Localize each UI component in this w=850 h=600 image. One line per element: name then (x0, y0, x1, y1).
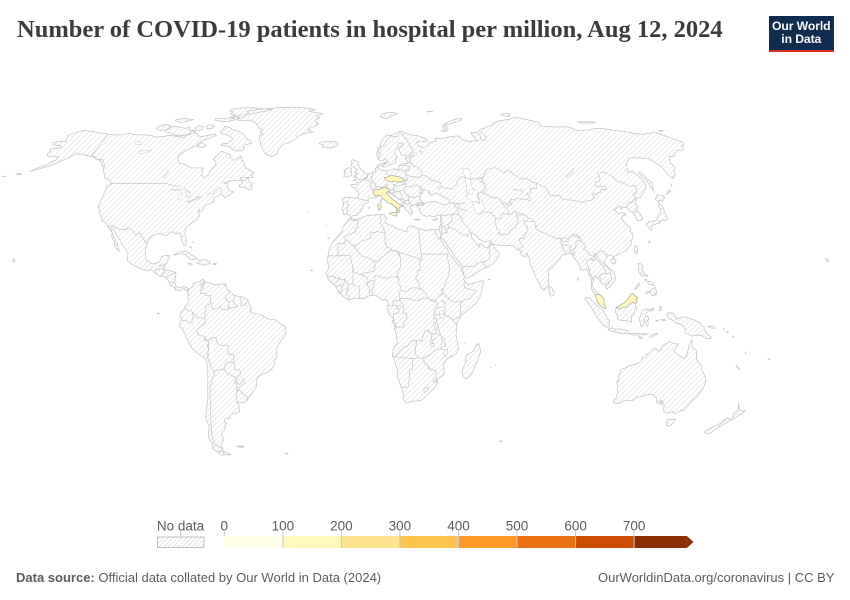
svg-text:700: 700 (623, 519, 646, 534)
svg-text:500: 500 (506, 519, 529, 534)
svg-text:400: 400 (447, 519, 470, 534)
svg-text:200: 200 (330, 519, 353, 534)
svg-text:0: 0 (221, 519, 229, 534)
svg-text:100: 100 (272, 519, 295, 534)
svg-text:600: 600 (564, 519, 587, 534)
svg-text:No data: No data (157, 519, 205, 534)
svg-text:300: 300 (389, 519, 412, 534)
